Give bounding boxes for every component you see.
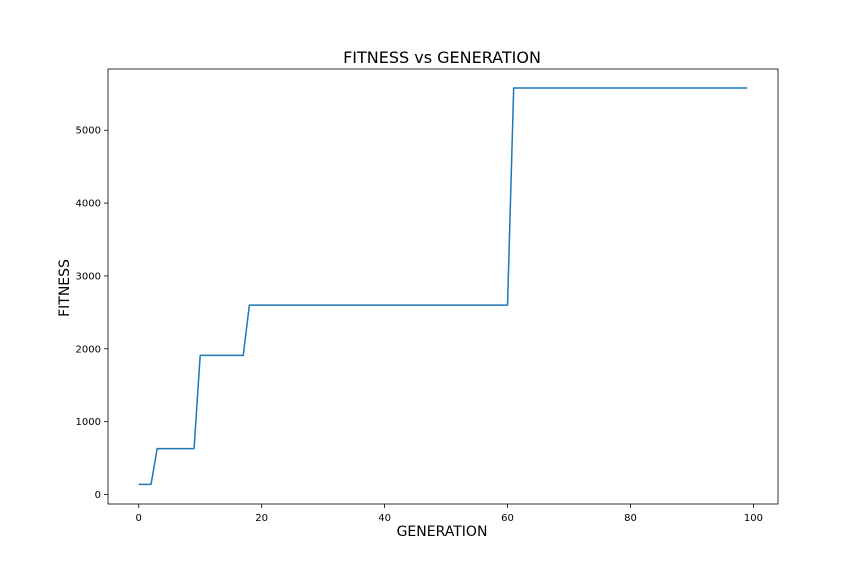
x-tick-label: 40	[378, 513, 391, 524]
x-axis-label: GENERATION	[397, 524, 488, 540]
y-tick-label: 1000	[76, 417, 101, 428]
y-tick-label: 5000	[76, 126, 101, 137]
x-tick-label: 100	[744, 513, 763, 524]
axes-frame	[107, 68, 779, 505]
series-line-0	[138, 87, 748, 486]
x-tick-label: 80	[624, 513, 637, 524]
y-tick-label: 4000	[76, 199, 101, 210]
y-axis-label: FITNESS	[57, 259, 73, 317]
x-tick-label: 20	[255, 513, 268, 524]
y-tick-label: 2000	[76, 344, 101, 355]
x-tick-label: 0	[136, 513, 142, 524]
y-tick-label: 3000	[76, 271, 101, 282]
chart-title: FITNESS vs GENERATION	[343, 48, 541, 67]
y-tick-label: 0	[95, 490, 101, 501]
x-tick-label: 60	[501, 513, 514, 524]
